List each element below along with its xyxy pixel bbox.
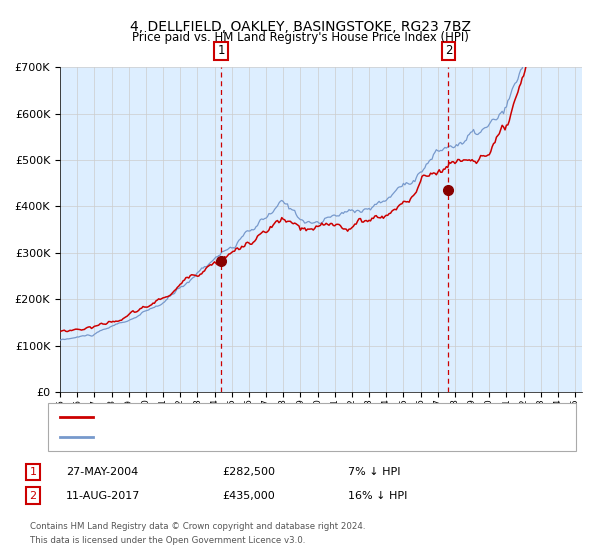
Text: £435,000: £435,000 — [222, 491, 275, 501]
Text: 1: 1 — [29, 467, 37, 477]
Text: 16% ↓ HPI: 16% ↓ HPI — [348, 491, 407, 501]
Text: 7% ↓ HPI: 7% ↓ HPI — [348, 467, 401, 477]
Text: 2: 2 — [29, 491, 37, 501]
Text: 11-AUG-2017: 11-AUG-2017 — [66, 491, 140, 501]
Text: 2: 2 — [445, 44, 452, 58]
Text: 27-MAY-2004: 27-MAY-2004 — [66, 467, 138, 477]
Text: 4, DELLFIELD, OAKLEY, BASINGSTOKE, RG23 7BZ (detached house): 4, DELLFIELD, OAKLEY, BASINGSTOKE, RG23 … — [99, 412, 449, 422]
Text: Contains HM Land Registry data © Crown copyright and database right 2024.: Contains HM Land Registry data © Crown c… — [30, 522, 365, 531]
Text: This data is licensed under the Open Government Licence v3.0.: This data is licensed under the Open Gov… — [30, 536, 305, 545]
Text: 4, DELLFIELD, OAKLEY, BASINGSTOKE, RG23 7BZ: 4, DELLFIELD, OAKLEY, BASINGSTOKE, RG23 … — [130, 20, 470, 34]
Text: £282,500: £282,500 — [222, 467, 275, 477]
Text: Price paid vs. HM Land Registry's House Price Index (HPI): Price paid vs. HM Land Registry's House … — [131, 31, 469, 44]
Text: 1: 1 — [217, 44, 225, 58]
Text: HPI: Average price, detached house, Basingstoke and Deane: HPI: Average price, detached house, Basi… — [99, 432, 415, 442]
